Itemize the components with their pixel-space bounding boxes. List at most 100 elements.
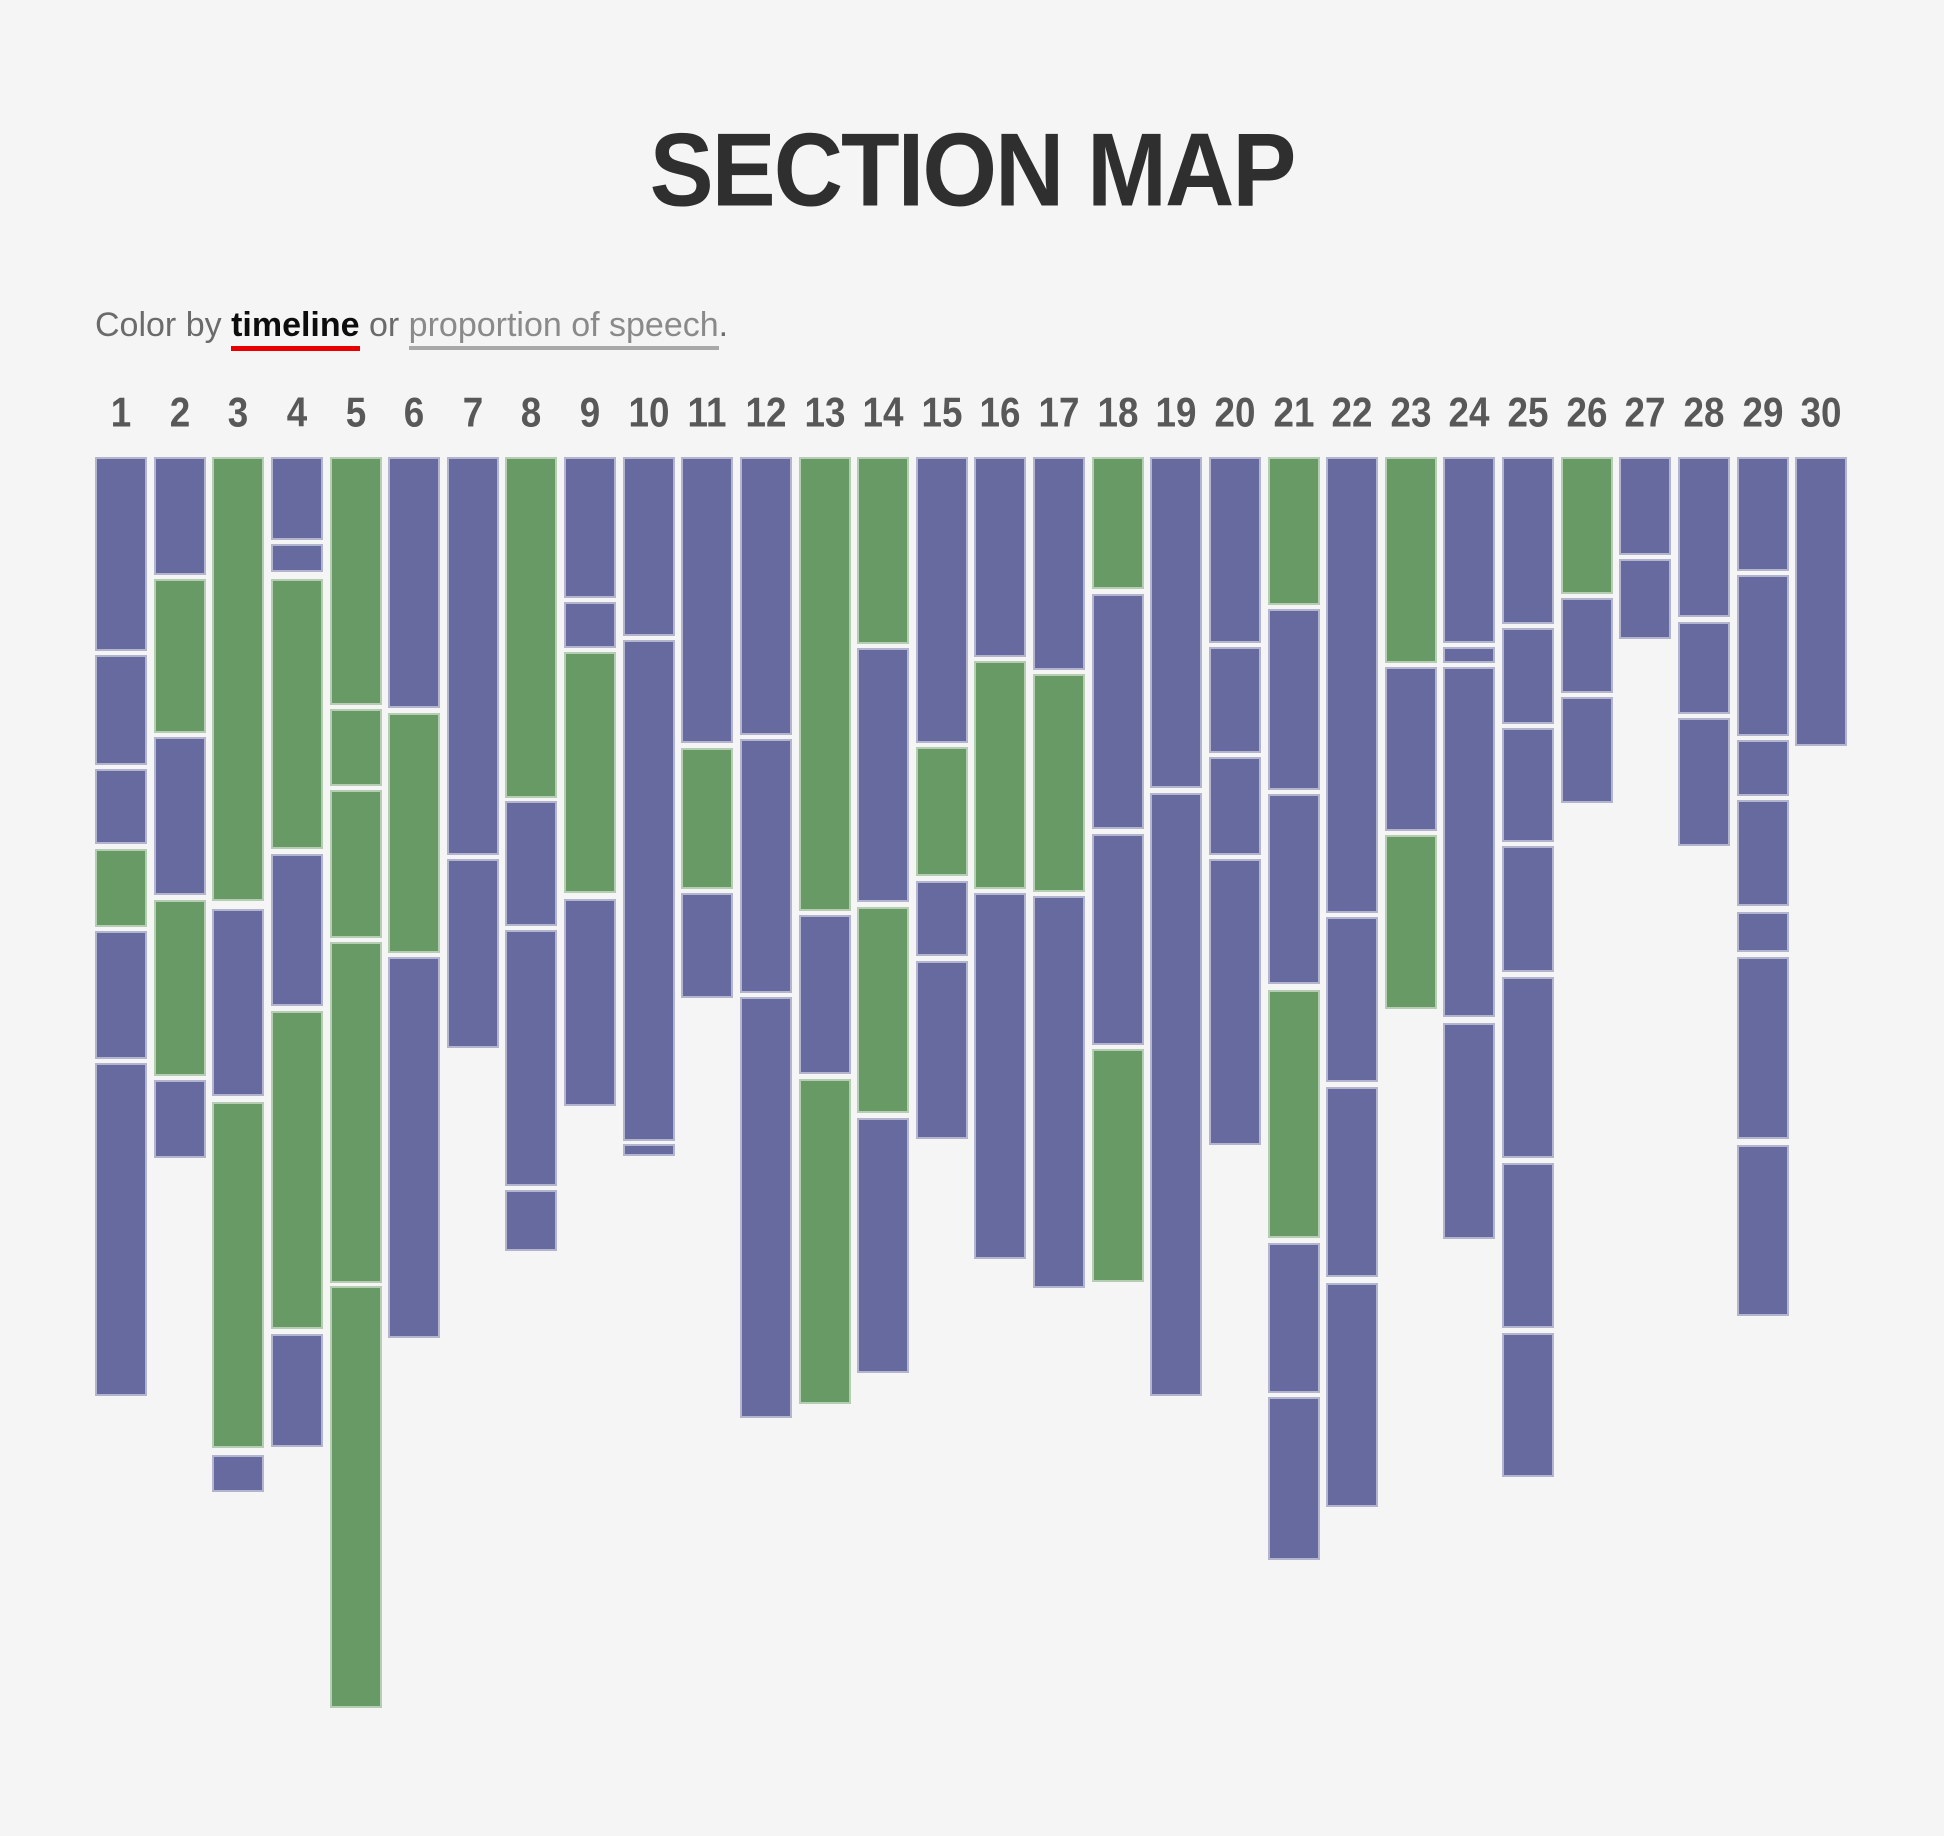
section-segment[interactable] [1326, 1283, 1378, 1507]
section-segment[interactable] [681, 457, 733, 743]
section-segment[interactable] [857, 457, 909, 644]
section-segment[interactable] [1033, 457, 1085, 670]
section-segment[interactable] [1502, 846, 1554, 972]
section-segment[interactable] [799, 457, 851, 911]
section-segment[interactable] [857, 648, 909, 902]
section-segment[interactable] [1268, 990, 1320, 1238]
section-segment[interactable] [95, 769, 147, 844]
section-segment[interactable] [1678, 457, 1730, 617]
section-segment[interactable] [623, 640, 675, 1141]
section-segment[interactable] [564, 602, 616, 648]
section-segment[interactable] [1795, 457, 1847, 746]
section-segment[interactable] [799, 1079, 851, 1404]
section-segment[interactable] [388, 713, 440, 953]
section-segment[interactable] [95, 655, 147, 765]
section-segment[interactable] [1737, 912, 1789, 952]
section-segment[interactable] [1326, 1087, 1378, 1277]
section-segment[interactable] [623, 1144, 675, 1156]
section-segment[interactable] [1737, 957, 1789, 1139]
section-segment[interactable] [271, 1011, 323, 1329]
section-segment[interactable] [1443, 647, 1495, 663]
section-segment[interactable] [681, 748, 733, 889]
section-segment[interactable] [1502, 628, 1554, 724]
section-segment[interactable] [1092, 594, 1144, 829]
section-segment[interactable] [447, 457, 499, 855]
section-segment[interactable] [505, 457, 557, 798]
section-segment[interactable] [1737, 457, 1789, 571]
section-segment[interactable] [1092, 834, 1144, 1045]
color-by-timeline-link[interactable]: timeline [231, 306, 360, 351]
section-segment[interactable] [1033, 896, 1085, 1288]
section-segment[interactable] [95, 931, 147, 1059]
section-segment[interactable] [1268, 1397, 1320, 1560]
section-segment[interactable] [564, 457, 616, 598]
section-segment[interactable] [857, 1118, 909, 1373]
section-segment[interactable] [154, 579, 206, 733]
section-segment[interactable] [740, 997, 792, 1418]
section-segment[interactable] [1502, 457, 1554, 624]
section-segment[interactable] [330, 709, 382, 786]
section-segment[interactable] [1737, 575, 1789, 736]
section-segment[interactable] [974, 893, 1026, 1259]
section-segment[interactable] [1268, 794, 1320, 984]
section-segment[interactable] [1561, 598, 1613, 693]
section-segment[interactable] [974, 457, 1026, 657]
section-segment[interactable] [95, 457, 147, 651]
section-segment[interactable] [1443, 667, 1495, 1017]
section-segment[interactable] [1268, 609, 1320, 790]
section-segment[interactable] [1326, 917, 1378, 1082]
section-segment[interactable] [212, 1102, 264, 1448]
section-segment[interactable] [1209, 647, 1261, 753]
section-segment[interactable] [1561, 457, 1613, 594]
section-segment[interactable] [1502, 1333, 1554, 1477]
section-segment[interactable] [1268, 1243, 1320, 1393]
section-segment[interactable] [623, 457, 675, 636]
section-segment[interactable] [505, 1190, 557, 1251]
section-segment[interactable] [1737, 740, 1789, 796]
section-segment[interactable] [1502, 1163, 1554, 1328]
section-segment[interactable] [388, 457, 440, 708]
section-segment[interactable] [505, 801, 557, 926]
section-segment[interactable] [1268, 457, 1320, 605]
section-segment[interactable] [1209, 757, 1261, 855]
section-segment[interactable] [1678, 622, 1730, 714]
section-segment[interactable] [916, 457, 968, 743]
section-segment[interactable] [1385, 667, 1437, 831]
section-segment[interactable] [974, 661, 1026, 889]
section-segment[interactable] [154, 900, 206, 1076]
section-segment[interactable] [916, 961, 968, 1139]
section-segment[interactable] [154, 457, 206, 575]
section-segment[interactable] [799, 915, 851, 1074]
section-segment[interactable] [681, 893, 733, 998]
section-segment[interactable] [1385, 457, 1437, 663]
section-segment[interactable] [1209, 859, 1261, 1145]
section-segment[interactable] [271, 457, 323, 540]
section-segment[interactable] [154, 737, 206, 895]
section-segment[interactable] [154, 1080, 206, 1158]
section-segment[interactable] [564, 652, 616, 893]
section-segment[interactable] [388, 957, 440, 1338]
section-segment[interactable] [505, 930, 557, 1186]
section-segment[interactable] [1737, 1145, 1789, 1316]
section-segment[interactable] [1678, 718, 1730, 846]
section-segment[interactable] [1561, 697, 1613, 803]
section-segment[interactable] [1092, 1049, 1144, 1282]
section-segment[interactable] [916, 881, 968, 956]
section-segment[interactable] [271, 854, 323, 1006]
section-segment[interactable] [916, 747, 968, 876]
section-segment[interactable] [271, 544, 323, 572]
section-segment[interactable] [1619, 457, 1671, 555]
section-segment[interactable] [95, 849, 147, 927]
section-segment[interactable] [271, 579, 323, 849]
section-segment[interactable] [1150, 457, 1202, 788]
section-segment[interactable] [564, 899, 616, 1106]
section-segment[interactable] [1443, 1023, 1495, 1239]
section-segment[interactable] [1033, 674, 1085, 892]
section-segment[interactable] [1443, 457, 1495, 643]
section-segment[interactable] [1326, 457, 1378, 913]
section-segment[interactable] [330, 942, 382, 1283]
section-segment[interactable] [95, 1063, 147, 1396]
section-segment[interactable] [1619, 559, 1671, 639]
section-segment[interactable] [857, 907, 909, 1113]
section-segment[interactable] [212, 457, 264, 901]
